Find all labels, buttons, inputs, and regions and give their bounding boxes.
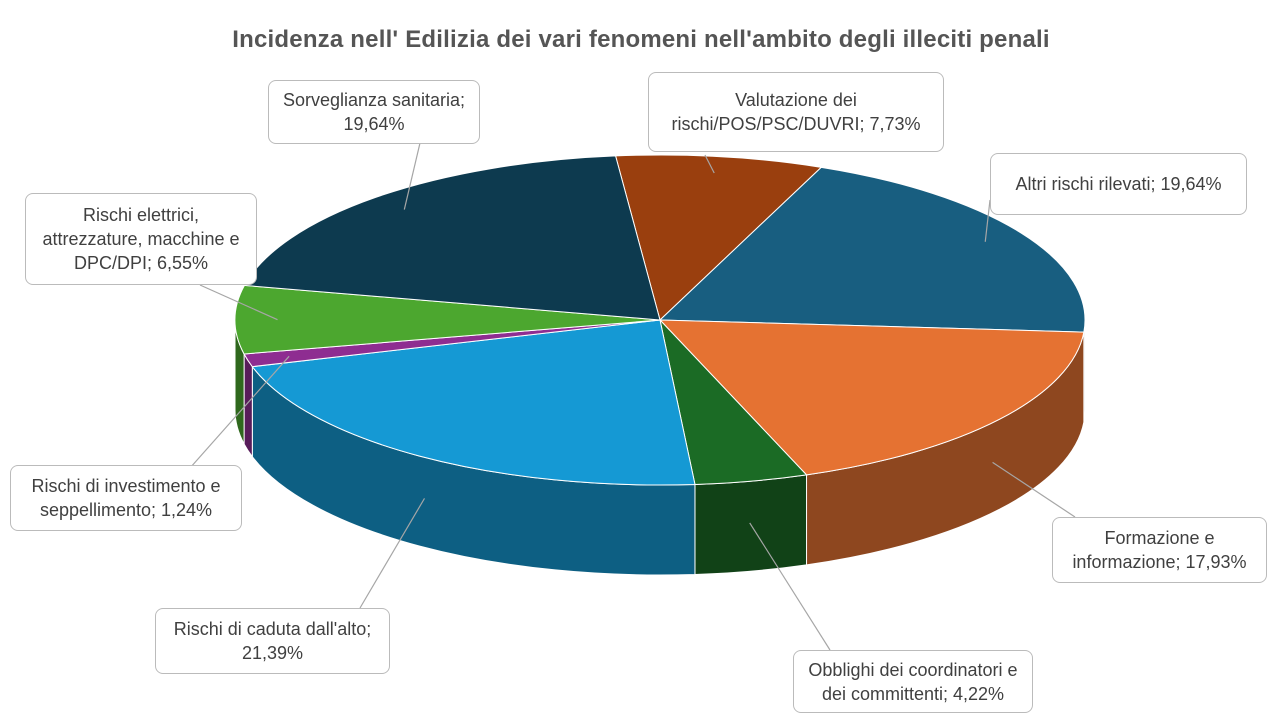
pie-slice <box>234 284 661 355</box>
leaders <box>189 142 1076 651</box>
pie-slice <box>658 166 1086 333</box>
pie-slice <box>251 319 696 486</box>
leader-line <box>403 142 421 210</box>
pie-slice <box>658 319 1085 476</box>
leader-line <box>704 154 715 174</box>
top-faces <box>234 154 1086 486</box>
data-label: Rischi elettrici, attrezzature, macchine… <box>25 193 257 285</box>
leader-line <box>749 522 831 651</box>
data-label: Sorveglianza sanitaria; 19,64% <box>268 80 480 144</box>
pie-slice <box>614 154 823 321</box>
leader-line <box>199 284 278 321</box>
leader-line <box>992 461 1076 518</box>
data-label: Altri rischi rilevati; 19,64% <box>990 153 1247 215</box>
data-label: Obblighi dei coordinatori e dei committe… <box>793 650 1033 713</box>
data-label: Rischi di caduta dall'alto; 21,39% <box>155 608 390 674</box>
leader-line <box>984 199 991 242</box>
data-label: Rischi di investimento e seppellimento; … <box>10 465 242 531</box>
leader-line <box>189 355 290 469</box>
data-label: Formazione e informazione; 17,93% <box>1052 517 1267 583</box>
pie-slice <box>243 155 661 321</box>
chart-title: Incidenza nell' Edilizia dei vari fenome… <box>232 26 1050 53</box>
data-label: Valutazione dei rischi/POS/PSC/DUVRI; 7,… <box>648 72 944 152</box>
leader-line <box>359 498 426 609</box>
